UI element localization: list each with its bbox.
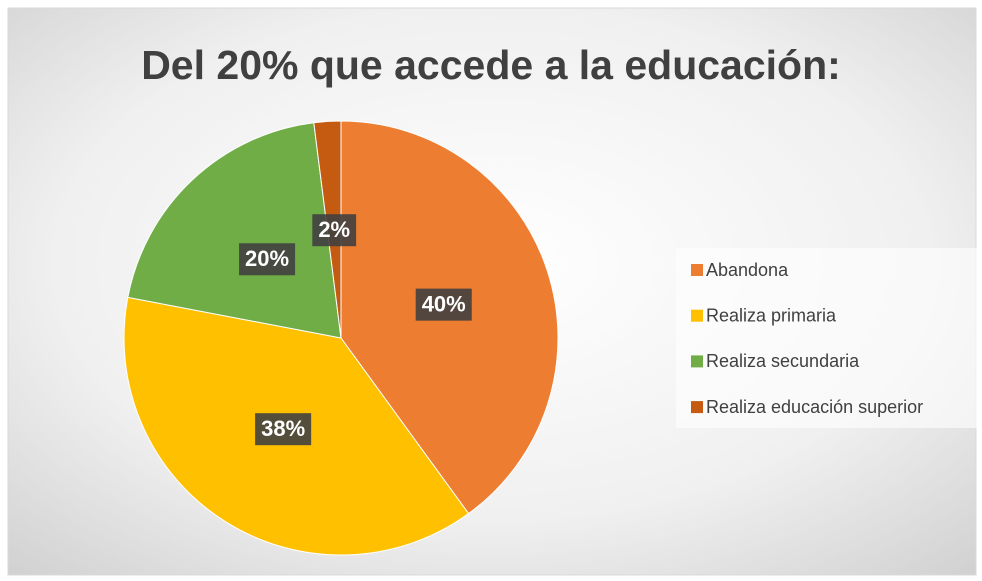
legend-swatch: [691, 401, 703, 414]
data-label: 38%: [261, 416, 305, 441]
legend-label: Realiza educación superior: [706, 397, 923, 417]
data-label-box: [239, 243, 296, 276]
chart-title: Del 20% que accede a la educación:: [141, 42, 841, 88]
legend-label: Realiza secundaria: [706, 351, 860, 371]
data-label: 20%: [245, 246, 289, 271]
pie-slice: [127, 122, 342, 339]
legend-label: Abandona: [706, 260, 789, 280]
data-label: 2%: [318, 217, 350, 242]
legend-swatch: [691, 355, 703, 368]
data-label-box: [312, 214, 357, 247]
legend-label: Realiza primaria: [706, 305, 837, 325]
legend-box: [676, 248, 978, 428]
data-label-box: [415, 288, 472, 321]
data-label-box: [255, 413, 312, 446]
legend-swatch: [691, 264, 703, 276]
legend-swatch: [691, 309, 703, 322]
data-label: 40%: [422, 291, 466, 316]
